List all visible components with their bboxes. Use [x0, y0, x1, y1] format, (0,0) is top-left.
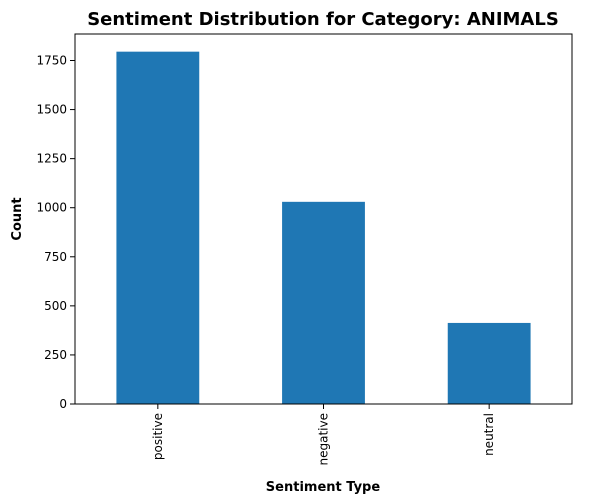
y-axis-label: Count	[10, 197, 25, 240]
x-axis-label: Sentiment Type	[266, 480, 381, 495]
y-tick-label: 1750	[36, 53, 67, 67]
bars-group	[116, 51, 531, 405]
x-tick-label: neutral	[482, 413, 496, 456]
chart-title: Sentiment Distribution for Category: ANI…	[87, 9, 559, 30]
x-axis-ticks: positive negative neutral	[151, 404, 496, 465]
y-tick-label: 1500	[36, 103, 67, 117]
y-tick-label: 500	[44, 299, 67, 313]
y-tick-label: 250	[44, 348, 67, 362]
y-axis-ticks: 0 250 500 750 1000 1250 1500 1750	[36, 53, 75, 411]
bar-positive	[116, 51, 200, 405]
y-tick-label: 0	[59, 397, 67, 411]
y-tick-label: 1250	[36, 152, 67, 166]
x-tick-label: negative	[317, 413, 331, 465]
plot-frame	[74, 33, 573, 405]
x-tick-label: positive	[151, 413, 165, 460]
bar-neutral	[447, 322, 531, 404]
bar-negative	[282, 201, 365, 404]
y-tick-label: 750	[44, 250, 67, 264]
y-tick-label: 1000	[36, 201, 67, 215]
